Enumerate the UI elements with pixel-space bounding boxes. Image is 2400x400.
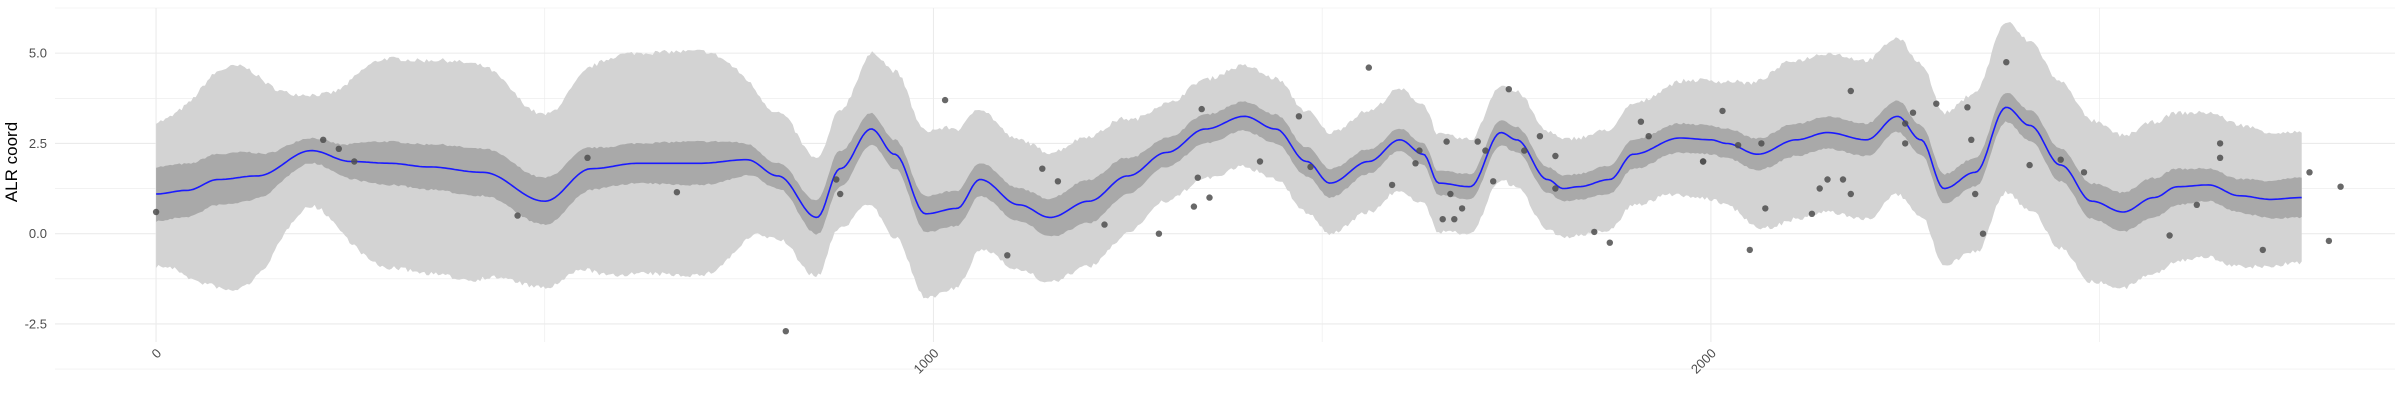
y-tick-label: -2.5 <box>25 316 47 331</box>
observed-point <box>1758 140 1765 147</box>
observed-point <box>1762 205 1769 212</box>
observed-point <box>1902 140 1909 147</box>
observed-point <box>1412 160 1419 167</box>
observed-point <box>1039 165 1046 172</box>
observed-point <box>1521 147 1528 154</box>
observed-point <box>673 189 681 196</box>
observed-point <box>1847 87 1855 95</box>
observed-point <box>1591 228 1598 236</box>
observed-point <box>2003 59 2010 66</box>
observed-point <box>1439 216 1446 223</box>
observed-point <box>1490 178 1497 185</box>
observed-point <box>2026 161 2033 169</box>
observed-point <box>1552 152 1559 160</box>
observed-point <box>1824 176 1831 183</box>
observed-point <box>1198 105 1205 113</box>
observed-point <box>1552 185 1559 192</box>
observed-point <box>2337 183 2344 190</box>
observed-point <box>320 136 327 143</box>
observed-point <box>1734 142 1742 149</box>
observed-point <box>335 145 342 152</box>
observed-point <box>1816 185 1823 192</box>
observed-point <box>1719 107 1726 115</box>
observed-point <box>1388 181 1396 189</box>
observed-point <box>1808 210 1816 217</box>
observed-point <box>1909 109 1917 116</box>
y-tick-label: 0.0 <box>29 226 47 241</box>
observed-point <box>1699 158 1707 165</box>
observed-point <box>837 190 844 198</box>
observed-point <box>514 212 521 219</box>
inner-interval-band <box>156 93 2302 237</box>
observed-point <box>2193 201 2200 208</box>
observed-point <box>1256 158 1264 165</box>
observed-point <box>2216 140 2224 147</box>
observed-point <box>1505 86 1513 93</box>
y-tick-label: 5.0 <box>29 46 47 61</box>
y-axis-title: ALR coord <box>2 122 21 202</box>
observed-point <box>2080 169 2088 176</box>
observed-point <box>1968 136 1975 143</box>
observed-point <box>1536 133 1544 140</box>
outer-interval-band <box>156 22 2302 299</box>
observed-point <box>1458 205 1466 212</box>
observed-point <box>1482 147 1489 154</box>
observed-point <box>1474 138 1481 145</box>
observed-point <box>1295 113 1303 120</box>
observed-point <box>351 158 358 165</box>
observed-point <box>1746 246 1754 254</box>
observed-point <box>1307 163 1314 171</box>
observed-point <box>1054 178 1062 185</box>
observed-point <box>584 154 591 161</box>
observed-point <box>1902 120 1909 127</box>
observed-point <box>1839 176 1847 183</box>
mean-line <box>156 106 2302 219</box>
observed-point <box>2259 246 2266 254</box>
observed-point <box>1979 230 1987 237</box>
observed-point <box>1645 133 1652 140</box>
observed-point <box>1443 138 1450 145</box>
observed-point <box>1101 221 1108 228</box>
observed-point <box>152 208 160 216</box>
observed-point <box>1972 190 1979 198</box>
observed-point <box>1847 190 1855 198</box>
observed-point <box>1451 216 1458 223</box>
observed-point <box>1194 174 1202 181</box>
observed-point <box>833 176 840 183</box>
band-layer <box>156 22 2302 299</box>
y-axis-ticks: -2.5 0.0 2.5 5.0 <box>25 46 47 332</box>
observed-point <box>941 96 949 104</box>
observed-point <box>1416 147 1423 154</box>
observed-point <box>2306 169 2313 176</box>
line-layer <box>156 106 2302 219</box>
observed-point <box>2166 232 2173 239</box>
observed-point <box>2325 237 2333 245</box>
y-tick-label: 2.5 <box>29 136 47 151</box>
observed-point <box>782 328 789 335</box>
observed-point <box>1365 64 1373 71</box>
observed-point <box>1637 118 1645 125</box>
observed-point <box>1933 100 1940 107</box>
observed-point <box>1606 239 1614 246</box>
observed-point <box>1964 104 1971 111</box>
observed-point <box>1206 194 1213 201</box>
observed-point <box>1447 190 1454 198</box>
point-layer <box>152 59 2344 335</box>
observed-point <box>1190 203 1198 210</box>
observed-point <box>2216 154 2224 161</box>
observed-point <box>1155 230 1163 237</box>
observed-point <box>2057 156 2064 163</box>
observed-point <box>1004 252 1011 259</box>
